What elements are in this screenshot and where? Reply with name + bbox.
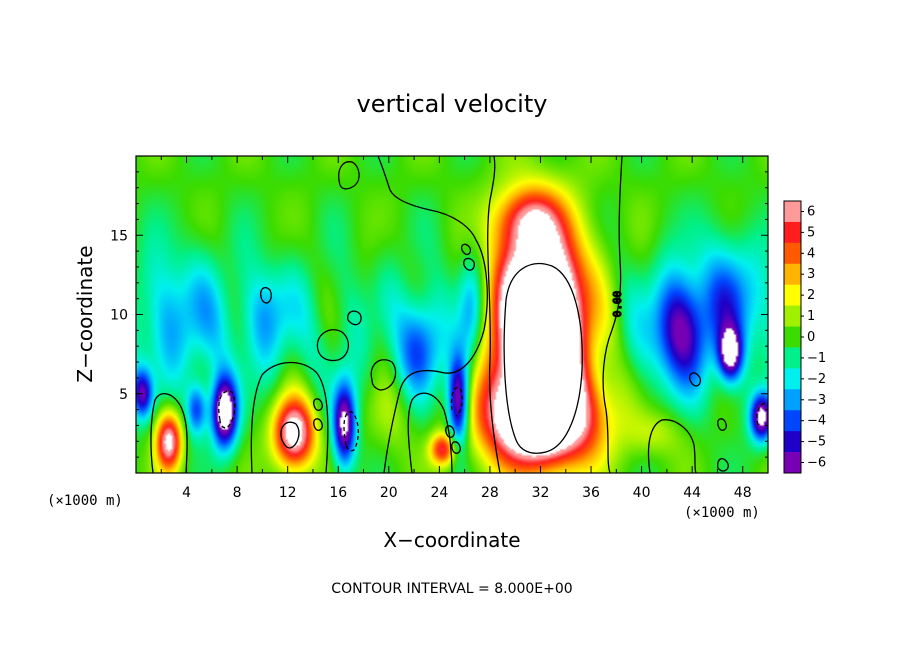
colorbar-swatch — [784, 410, 801, 432]
contour-label: 0.00 — [611, 291, 624, 318]
x-tick-label: 44 — [683, 485, 701, 501]
colorbar-label: −2 — [807, 372, 826, 387]
colorbar-swatch — [784, 305, 801, 328]
colorbar-label: 4 — [807, 246, 815, 261]
contour-line — [343, 411, 359, 452]
x-axis-title: X−coordinate — [383, 528, 520, 552]
x-tick-label: 12 — [279, 485, 297, 501]
colorbar-label: −1 — [807, 351, 826, 366]
contour-line — [647, 419, 697, 474]
x-tick-label: 32 — [532, 485, 550, 501]
x-tick-label: 16 — [329, 485, 347, 501]
colorbar-label: −3 — [807, 393, 826, 408]
y-tick-label: 15 — [110, 228, 128, 244]
contour-line — [602, 155, 623, 474]
contour-line — [463, 257, 475, 271]
colorbar-label: −4 — [807, 414, 826, 429]
y-unit-label: (×1000 m) — [47, 493, 123, 509]
x-tick-label: 48 — [734, 485, 752, 501]
contour-interval-note: CONTOUR INTERVAL = 8.000E+00 — [331, 581, 572, 597]
colorbar-label: 3 — [807, 267, 815, 282]
colorbar-swatch — [784, 368, 801, 390]
chart-title: vertical velocity — [357, 90, 548, 118]
contour-line — [260, 286, 272, 304]
colorbar-label: 2 — [807, 288, 815, 303]
contour-line — [313, 418, 323, 431]
zero-contours: 0.00 — [150, 155, 769, 474]
contour-line — [451, 441, 461, 454]
colorbar-label: 0 — [807, 330, 815, 345]
contour-line — [503, 262, 583, 454]
colorbar-swatch — [784, 389, 801, 411]
contour-line — [370, 359, 397, 391]
x-tick-label: 40 — [633, 485, 651, 501]
colorbar-label: 1 — [807, 309, 815, 324]
contour-line — [347, 310, 362, 326]
contour-line — [218, 390, 236, 429]
y-tick-label: 10 — [110, 308, 128, 324]
x-unit-label: (×1000 m) — [684, 505, 760, 521]
heatmap-field — [136, 156, 768, 473]
y-tick-label: 5 — [119, 387, 128, 403]
contour-line — [717, 458, 729, 472]
colorbar-swatch — [784, 263, 801, 286]
contour-line — [460, 243, 472, 256]
contour-line — [280, 421, 300, 449]
colorbar-swatch — [784, 201, 801, 223]
colorbar-swatch — [784, 347, 801, 369]
contour-line — [150, 393, 188, 474]
colorbar-swatch — [784, 326, 801, 348]
colorbar-swatch — [784, 431, 801, 453]
contour-line — [487, 155, 501, 474]
contour-line — [756, 403, 769, 426]
colorbar-swatch — [784, 284, 801, 307]
colorbar-label: −5 — [807, 435, 826, 450]
x-tick-label: 8 — [233, 485, 242, 501]
contour-line — [313, 398, 323, 411]
colorbar: 6 5 4 3 2 1 0 −1 −2 −3 −4 −5 −6 — [783, 200, 826, 474]
contour-line — [407, 392, 453, 474]
x-tick-label: 36 — [582, 485, 600, 501]
contour-line — [338, 161, 360, 190]
colorbar-label: 6 — [807, 204, 815, 219]
contour-line — [250, 361, 329, 474]
colorbar-label: 5 — [807, 225, 815, 240]
contour-line — [717, 418, 727, 431]
x-tick-label: 20 — [380, 485, 398, 501]
x-tick-label: 28 — [481, 485, 499, 501]
contour-line — [316, 329, 349, 362]
y-axis-title: Z−coordinate — [73, 245, 97, 382]
colorbar-label: −6 — [807, 456, 826, 471]
contour-line — [377, 155, 488, 474]
x-tick-label: 4 — [182, 485, 191, 501]
contour-line — [689, 372, 701, 387]
contour-line — [450, 386, 463, 417]
contour-line — [445, 425, 455, 438]
colorbar-swatch — [784, 221, 801, 244]
colorbar-frame — [783, 200, 802, 474]
colorbar-swatch — [784, 452, 801, 474]
heatmap-image — [136, 156, 768, 473]
colorbar-swatch — [784, 242, 801, 265]
x-tick-label: 24 — [430, 485, 448, 501]
